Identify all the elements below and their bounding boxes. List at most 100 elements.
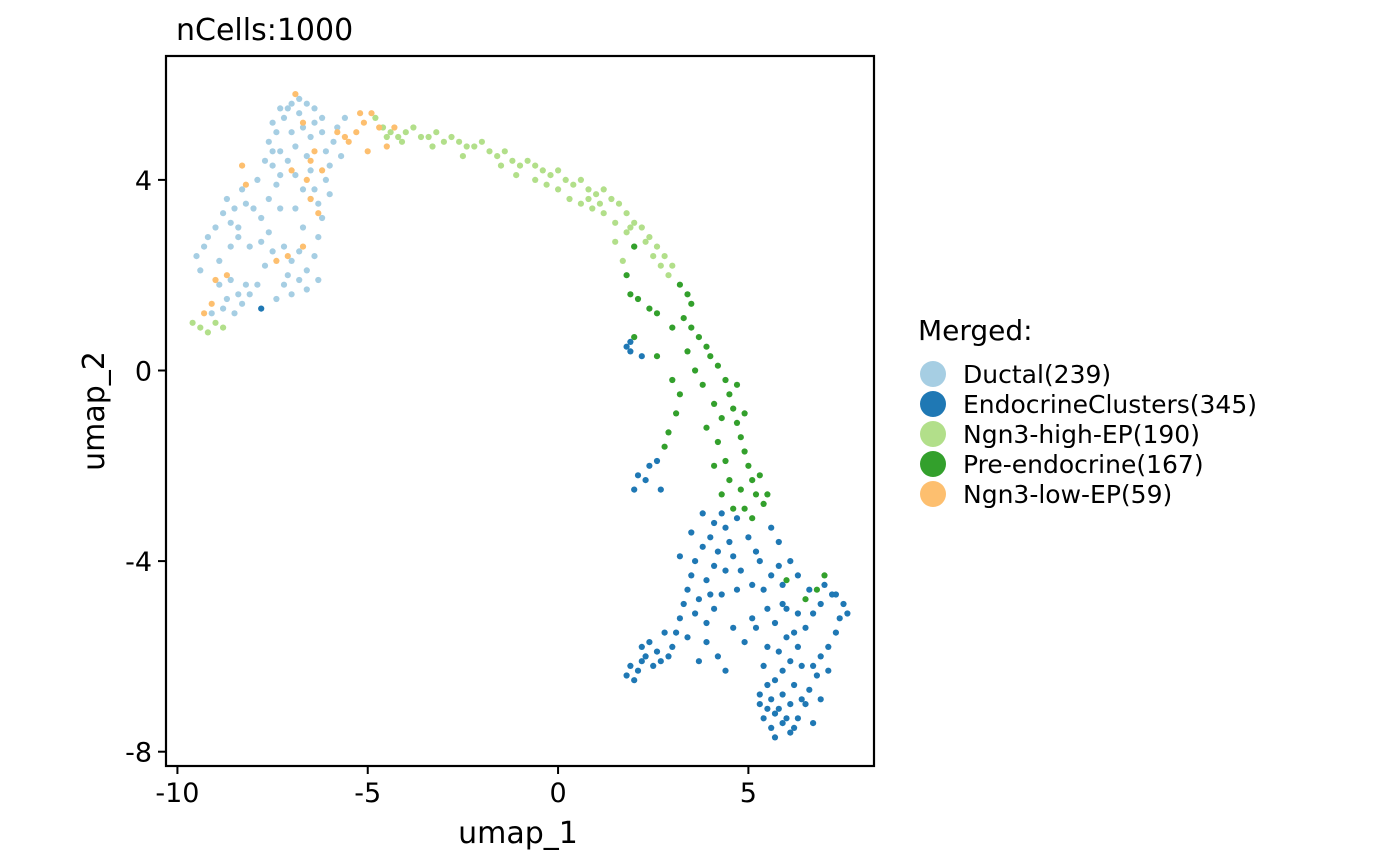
data-point-0-36 [315,200,322,207]
data-point-3-8 [688,300,695,307]
data-point-3-33 [714,438,722,446]
data-point-3-28 [673,410,680,417]
data-point-1-3 [638,353,645,360]
data-point-2-7 [387,129,394,136]
data-point-0-16 [254,281,261,288]
legend: Merged: Ductal(239)EndocrineClusters(345… [918,314,1257,509]
data-point-4-14 [319,167,326,174]
data-point-1-73 [794,643,802,651]
data-point-1-57 [768,724,775,732]
data-point-0-62 [208,310,215,317]
data-point-4-21 [383,143,390,150]
data-point-1-108 [646,639,653,646]
data-point-3-14 [714,362,722,369]
data-point-2-27 [539,167,546,174]
data-point-0-63 [201,243,208,250]
data-point-1-13 [699,543,706,550]
data-point-2-0 [189,319,196,326]
data-point-0-12 [223,295,230,303]
data-point-1-19 [673,629,680,636]
data-point-3-17 [730,405,737,412]
data-point-1-63 [813,672,821,679]
data-point-0-21 [254,176,261,183]
data-point-1-10 [711,519,718,527]
data-point-1-60 [794,715,802,722]
data-point-3-30 [661,443,668,450]
data-point-0-31 [296,110,303,117]
data-point-0-84 [273,295,280,303]
data-point-3-16 [726,391,733,398]
data-point-2-56 [532,176,539,183]
data-point-4-15 [334,129,341,136]
data-point-1-119 [832,591,840,598]
data-point-1-83 [771,710,779,717]
data-point-1-72 [802,624,809,631]
data-point-2-49 [600,210,607,217]
data-point-1-65 [825,643,832,651]
data-point-3-11 [695,334,703,341]
data-point-1-46 [760,586,767,593]
data-point-3-19 [737,434,744,441]
data-point-1-100 [791,629,798,636]
data-point-2-10 [410,124,417,131]
data-point-2-18 [471,143,478,150]
data-point-1-85 [798,696,805,703]
data-point-0-65 [227,219,234,226]
data-point-1-4 [634,472,642,479]
data-point-1-84 [783,715,790,722]
data-point-1-1 [627,348,634,355]
data-point-0-40 [303,267,310,274]
x-tick-label: 0 [549,778,566,809]
data-point-1-56 [760,715,767,722]
data-point-1-112 [699,510,706,517]
data-point-3-41 [692,367,699,374]
data-point-4-1 [208,300,215,307]
data-point-4-20 [376,124,383,131]
data-point-0-41 [296,276,303,284]
data-point-1-61 [802,701,809,708]
data-point-1-92 [695,658,703,665]
data-point-3-18 [733,419,741,426]
data-point-0-45 [277,205,284,212]
data-point-0-80 [315,276,322,284]
data-point-2-47 [577,200,585,207]
data-point-1-24 [642,653,649,660]
data-point-0-26 [277,148,284,155]
data-point-3-2 [627,291,634,298]
data-point-2-60 [398,138,406,145]
data-point-0-56 [334,124,341,131]
data-point-4-22 [391,124,398,131]
data-point-2-19 [478,138,485,145]
data-point-1-79 [791,681,798,689]
data-point-2-2 [204,329,211,336]
data-point-4-18 [360,119,367,126]
data-point-0-38 [315,234,322,241]
data-point-1-66 [832,629,840,636]
data-point-1-22 [657,658,664,665]
legend-title: Merged: [918,314,1033,347]
data-point-1-114 [733,515,741,522]
data-point-3-3 [634,295,642,303]
data-point-0-46 [273,181,280,188]
data-point-2-11 [417,133,425,141]
data-point-1-74 [787,658,794,665]
data-point-2-43 [661,253,668,260]
data-point-1-116 [779,600,786,608]
data-point-1-20 [669,643,676,651]
data-point-2-45 [555,186,562,193]
data-point-1-124 [791,724,798,732]
legend-label: Ngn3-high-EP(190) [963,420,1200,449]
legend-label: EndocrineClusters(345) [963,390,1257,419]
data-point-1-6 [631,486,638,493]
data-point-2-58 [459,153,466,160]
data-point-1-98 [787,558,794,565]
data-point-0-2 [204,234,211,241]
data-point-0-19 [265,229,272,236]
data-point-0-49 [299,224,307,231]
points-layer [189,91,851,741]
data-point-3-34 [722,457,729,465]
y-axis-title: umap_2 [77,351,112,471]
data-point-1-62 [806,686,813,693]
data-point-1-32 [711,562,718,570]
data-point-0-20 [258,214,265,222]
